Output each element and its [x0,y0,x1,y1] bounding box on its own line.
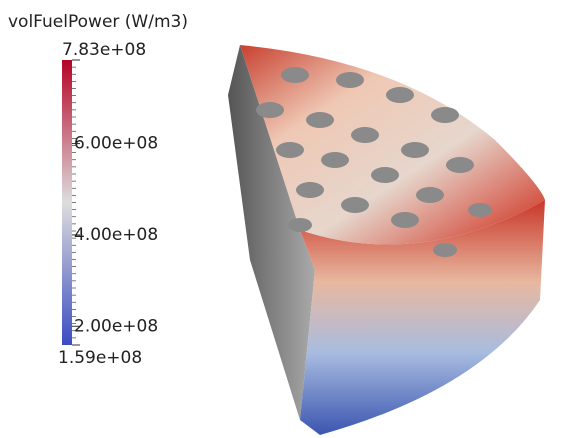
render-object [228,45,545,435]
screenshot: volFuelPower (W/m3) 7.83e+08 6.00e+08 4.00… [0,0,570,438]
colorbar [62,60,72,345]
colorbar-title: volFuelPower (W/m3) [8,12,188,32]
tick-label: 6.00e+08 [74,134,158,154]
tick-label: 7.83e+08 [62,40,146,60]
tick-label: 1.59e+08 [58,348,142,368]
tick-label: 2.00e+08 [74,316,158,336]
tick-label: 4.00e+08 [74,225,158,245]
